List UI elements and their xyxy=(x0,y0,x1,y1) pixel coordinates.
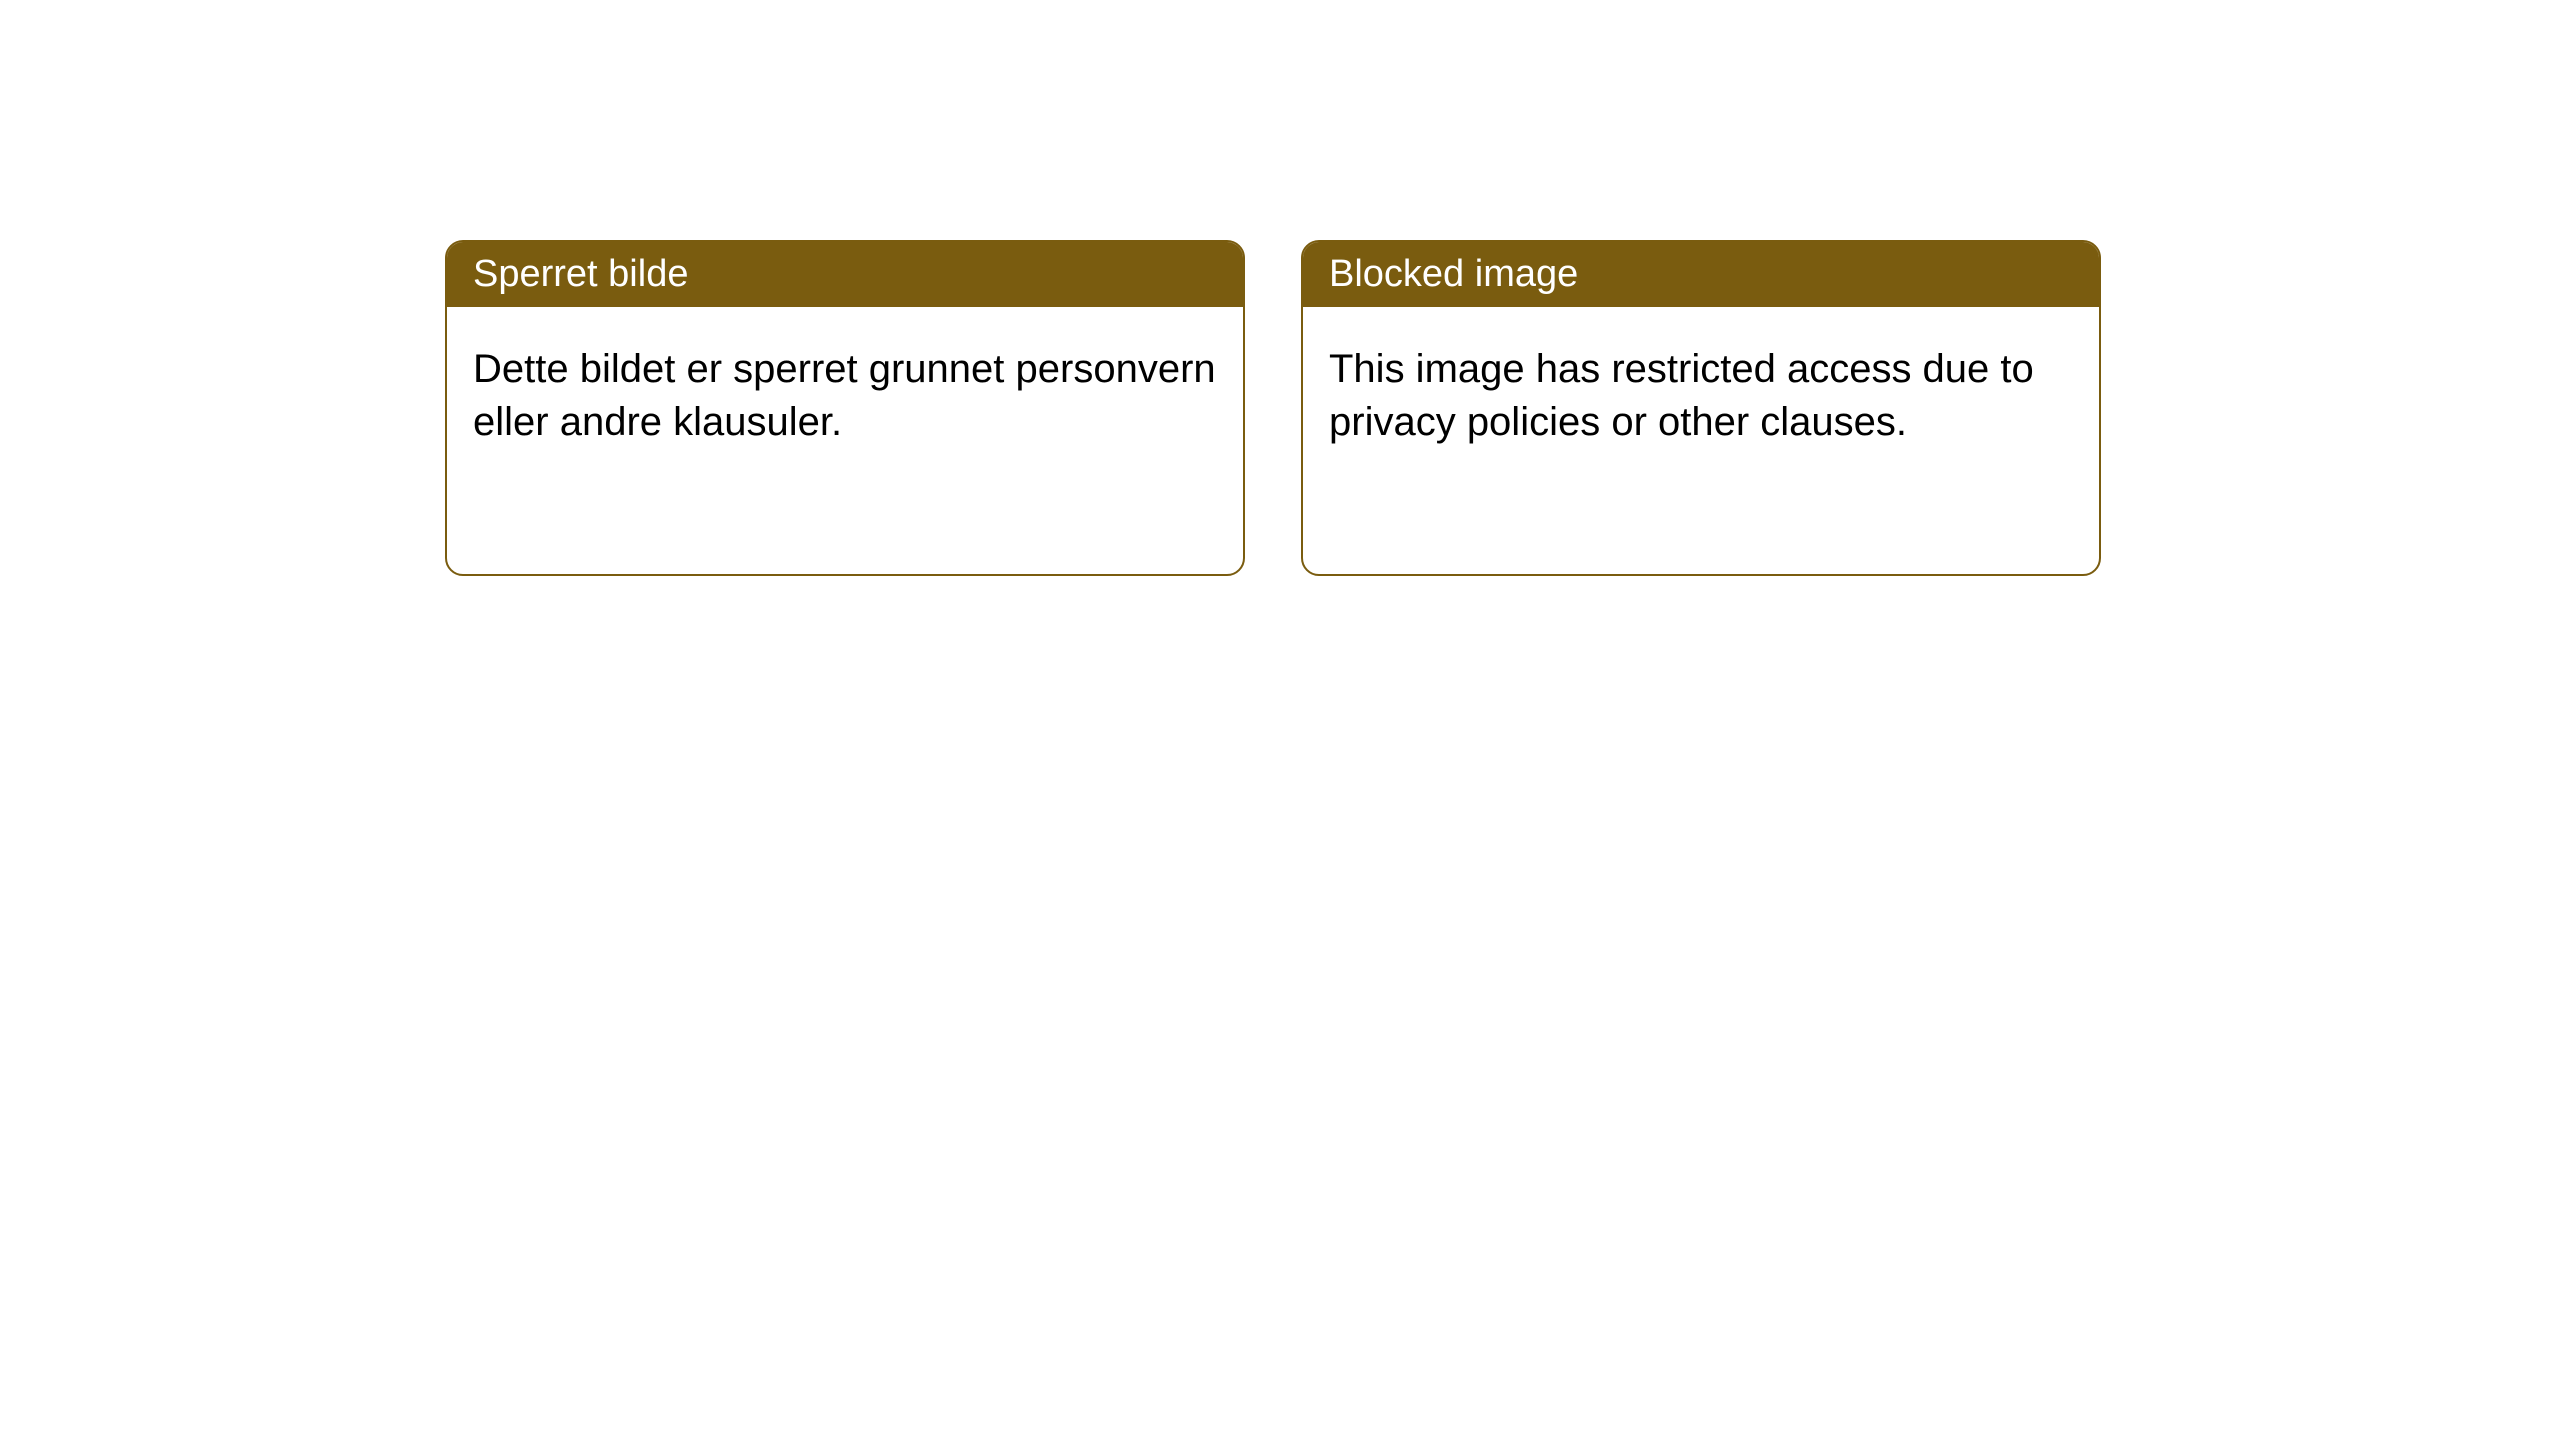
notice-title: Blocked image xyxy=(1329,253,1578,295)
notice-title: Sperret bilde xyxy=(473,253,688,295)
notice-body-text: Dette bildet er sperret grunnet personve… xyxy=(473,347,1216,444)
notice-box-english: Blocked image This image has restricted … xyxy=(1301,240,2101,576)
notice-body-text: This image has restricted access due to … xyxy=(1329,347,2034,444)
notice-header: Blocked image xyxy=(1303,242,2099,307)
notice-container: Sperret bilde Dette bildet er sperret gr… xyxy=(0,0,2560,576)
notice-body: Dette bildet er sperret grunnet personve… xyxy=(447,307,1243,485)
notice-body: This image has restricted access due to … xyxy=(1303,307,2099,485)
notice-header: Sperret bilde xyxy=(447,242,1243,307)
notice-box-norwegian: Sperret bilde Dette bildet er sperret gr… xyxy=(445,240,1245,576)
